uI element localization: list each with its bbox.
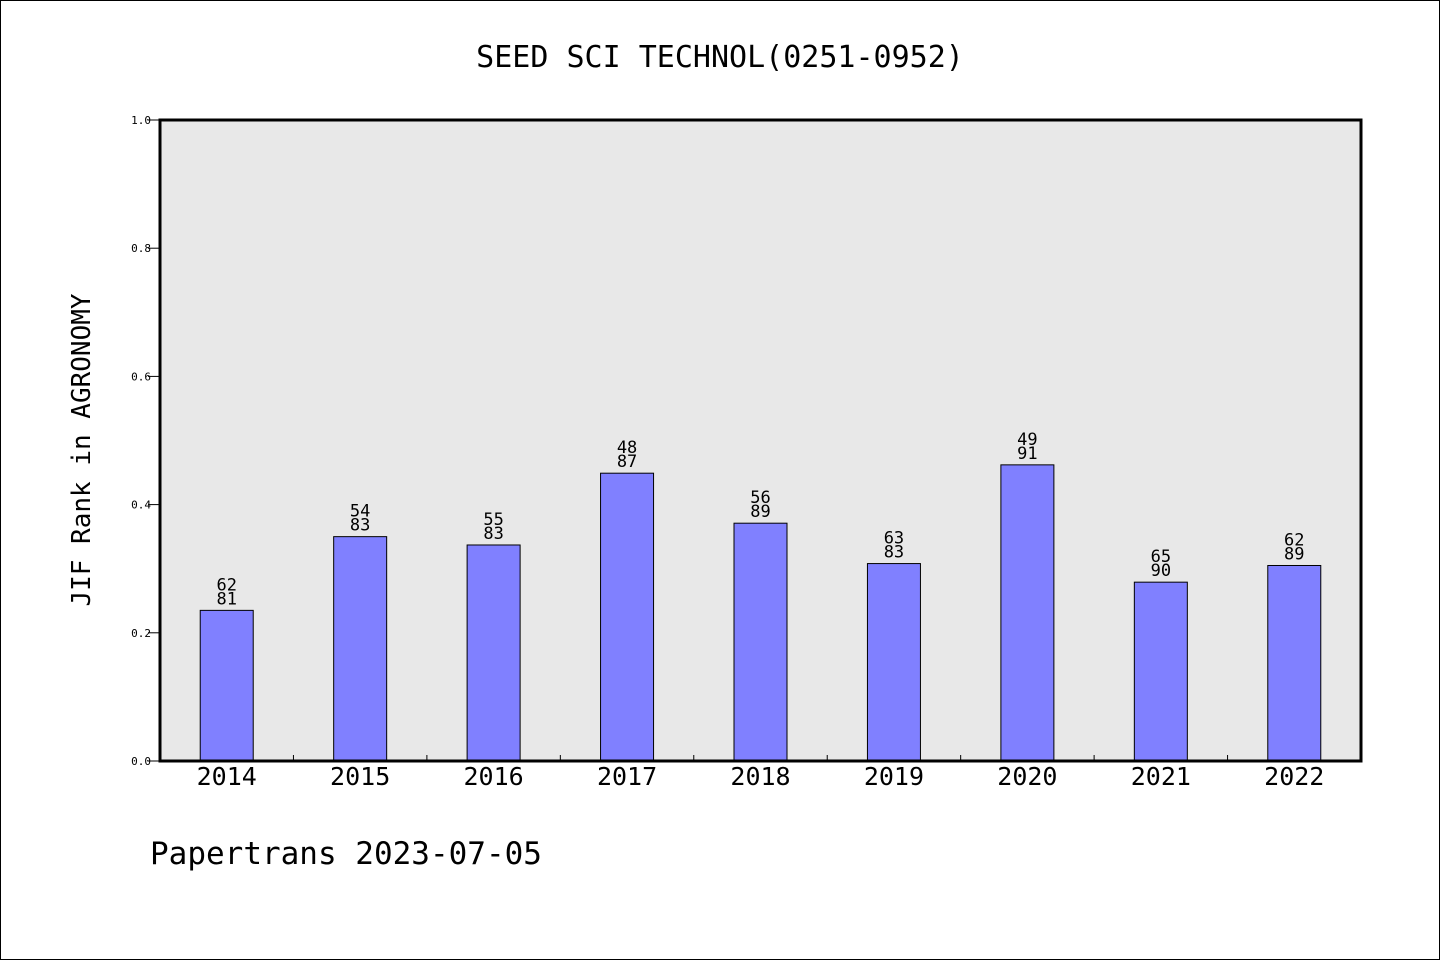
y-tick-label: 1.0 [131,114,151,127]
x-tick-label: 2020 [997,762,1057,791]
x-tick-label: 2015 [330,762,390,791]
plot-border [158,118,1363,763]
bar-rank-label: 48 [617,438,637,458]
bar-2022 [1267,564,1322,762]
bar-total-label: 83 [884,543,904,563]
bar-total-label: 90 [1151,561,1171,581]
y-tick-label: 0.6 [131,370,151,383]
x-tick-label: 2022 [1264,762,1324,791]
x-tick-label: 2018 [730,762,790,791]
x-tick-label: 2019 [864,762,924,791]
bar-rank-label: 62 [1284,530,1304,550]
x-tick-label: 2014 [197,762,257,791]
bar-total-label: 91 [1017,444,1037,464]
x-tick-label: 2021 [1131,762,1191,791]
bar-total-label: 83 [483,524,503,544]
bar-2019 [866,563,921,762]
bar-total-label: 89 [750,502,770,522]
bar-rank-label: 65 [1151,547,1171,567]
y-tick-label: 0.2 [131,627,151,640]
x-tick-labels-group: 2014 2015 2016 2017 2018 2019 2020 2021 2022 [197,755,1324,791]
bar-total-label: 87 [617,452,637,472]
chart-title: SEED SCI TECHNOL(0251-0952) [476,40,964,75]
bar-2020 [1000,464,1055,762]
bar-rank-label: 55 [483,510,503,530]
bar-2015 [333,536,388,762]
x-tick-label: 2017 [597,762,657,791]
bar-rank-label: 56 [750,488,770,508]
bar-2021 [1133,581,1188,762]
y-axis-label: JIF Rank in AGRONOMY [67,293,97,606]
bar-total-label: 83 [350,516,370,536]
footer-text: Papertrans 2023-07-05 [150,836,542,872]
bar-2014 [199,609,254,762]
y-tick-label: 0.4 [131,499,151,512]
x-tick-label: 2016 [464,762,524,791]
bar-rank-label: 49 [1017,430,1037,450]
bar-2018 [733,522,788,762]
bar-total-label: 89 [1284,544,1304,564]
y-tick-label: 0.8 [131,242,151,255]
y-tick-label: 0.0 [131,755,151,768]
bar-rank-label: 63 [884,529,904,549]
y-tick-labels-group: 0.0 0.2 0.4 0.6 0.8 1.0 [131,114,160,768]
bar-rank-label: 54 [350,502,370,522]
bar-2017 [600,472,655,762]
bar-2016 [466,544,521,762]
bar-total-label: 81 [216,589,236,609]
bar-rank-label: 62 [216,575,236,595]
